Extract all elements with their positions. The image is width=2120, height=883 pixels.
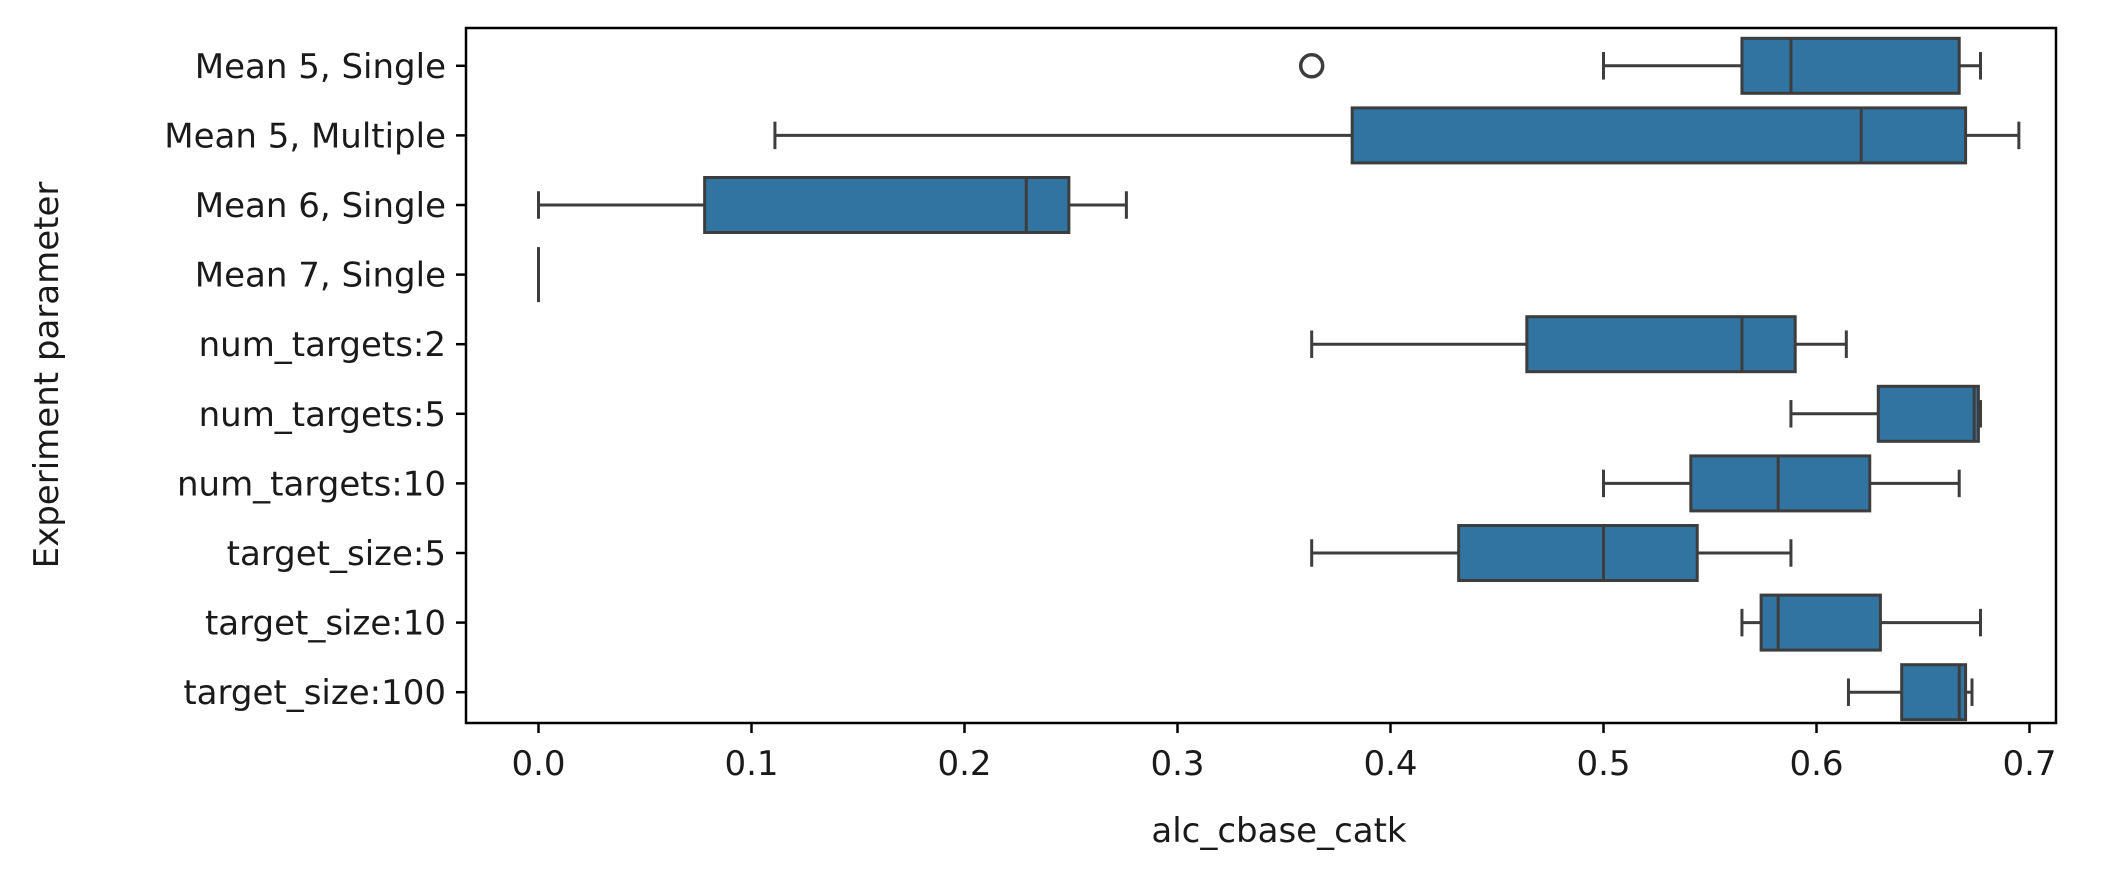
x-axis-title: alc_cbase_catk bbox=[1151, 811, 1407, 851]
y-tick-label: Mean 5, Multiple bbox=[164, 116, 446, 156]
x-tick-label: 0.7 bbox=[2002, 744, 2056, 784]
box bbox=[1759, 593, 1882, 652]
y-tick-label: target_size:100 bbox=[183, 673, 446, 713]
box-group bbox=[537, 176, 1128, 234]
box-group bbox=[1789, 384, 1983, 443]
y-tick-label: target_size:10 bbox=[205, 604, 446, 644]
plot-frame bbox=[464, 26, 2058, 725]
box-group bbox=[1310, 524, 1793, 582]
x-tick-label: 0.3 bbox=[1150, 744, 1204, 784]
box bbox=[703, 176, 1071, 234]
box-group bbox=[1298, 36, 1983, 95]
box-group bbox=[773, 106, 2021, 165]
y-tick-label: Mean 6, Single bbox=[195, 186, 446, 226]
y-tick-label: num_targets:10 bbox=[177, 464, 446, 504]
box-group bbox=[1310, 315, 1848, 374]
x-tick-label: 0.0 bbox=[511, 744, 565, 784]
x-tick-label: 0.6 bbox=[1789, 744, 1843, 784]
outlier-point bbox=[1298, 53, 1325, 79]
box bbox=[1350, 106, 1968, 165]
box bbox=[1525, 315, 1797, 374]
box-group bbox=[1846, 663, 1974, 722]
box-group bbox=[1602, 454, 1961, 513]
plot-marks bbox=[537, 36, 2021, 722]
x-tick-label: 0.4 bbox=[1363, 744, 1417, 784]
box bbox=[1689, 454, 1872, 513]
box bbox=[1876, 384, 1980, 443]
axes: Mean 5, Single Mean 5, Multiple Mean 6, Si… bbox=[164, 47, 2056, 784]
box bbox=[1457, 524, 1699, 582]
box-group bbox=[1740, 593, 1983, 652]
y-axis-title: Experiment parameter bbox=[27, 182, 67, 569]
y-tick-label: Mean 5, Single bbox=[195, 47, 446, 87]
y-tick-label: Mean 7, Single bbox=[195, 256, 446, 296]
x-tick-label: 0.2 bbox=[937, 744, 991, 784]
y-tick-label: num_targets:2 bbox=[199, 325, 446, 365]
y-tick-label: num_targets:5 bbox=[199, 395, 446, 435]
y-tick-label: target_size:5 bbox=[227, 534, 446, 574]
box bbox=[1900, 663, 1968, 722]
box bbox=[1740, 36, 1961, 95]
x-tick-label: 0.5 bbox=[1576, 744, 1630, 784]
x-tick-label: 0.1 bbox=[724, 744, 778, 784]
